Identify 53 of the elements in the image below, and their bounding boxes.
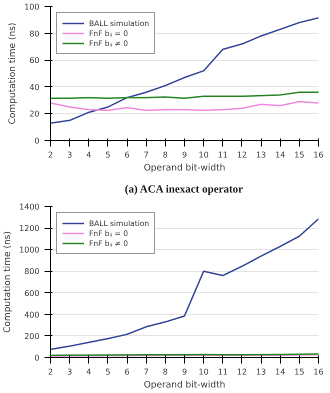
x-tick-label: 15 (294, 368, 304, 376)
line-series (50, 218, 318, 350)
x-tick-label: 15 (294, 150, 304, 160)
y-tick-label: 1200 (19, 224, 40, 234)
x-tick-label: 11 (218, 150, 228, 160)
x-tick-label: 7 (144, 150, 149, 160)
x-tick-label: 3 (67, 368, 72, 376)
text: (a) ACA inexact operator (124, 184, 244, 196)
y-axis-title: Computation time (ns) (8, 22, 18, 124)
x-tick-label: 16 (313, 368, 324, 376)
y-tick-label: 0 (34, 136, 40, 146)
line-series (50, 100, 318, 112)
y-tick-label: 800 (24, 267, 40, 276)
x-tick-label: 14 (275, 150, 286, 160)
x-tick-label: 14 (275, 368, 286, 376)
x-tick-label: 12 (236, 150, 248, 160)
x-tick-label: 7 (144, 368, 149, 376)
x-tick-label: 4 (86, 150, 92, 160)
x-tick-label: 10 (198, 150, 209, 160)
x-tick-label: 6 (124, 150, 130, 160)
x-tick-label: 3 (67, 150, 72, 160)
y-tick-label: 400 (24, 310, 40, 320)
y-tick-label: 1400 (19, 202, 40, 212)
y-tick-label: 20 (29, 110, 40, 119)
x-tick-label: 2 (48, 150, 54, 160)
y-tick-label: 600 (24, 288, 40, 298)
x-tick-label: 4 (86, 368, 92, 376)
x-tick-label: 16 (313, 150, 324, 160)
x-axis-title: Operand bit-width (144, 164, 226, 174)
y-tick-label: 0 (34, 354, 40, 362)
x-tick-label: 8 (162, 368, 168, 376)
y-tick-label: 1000 (19, 246, 40, 255)
x-axis-title: Operand bit-width (144, 380, 226, 390)
x-tick-label: 2 (48, 368, 54, 376)
y-tick-label: 100 (24, 2, 40, 12)
x-tick-label: 8 (162, 150, 168, 160)
y-tick-label: 40 (29, 82, 40, 92)
y-tick-label: 60 (29, 56, 40, 66)
x-tick-label: 6 (124, 368, 130, 376)
y-tick-label: 80 (29, 29, 40, 38)
x-tick-label: 11 (218, 368, 228, 376)
x-tick-label: 5 (105, 368, 110, 376)
line-series (50, 17, 318, 124)
y-axis-title: Computation time (ns) (3, 231, 14, 333)
x-tick-label: 10 (198, 368, 209, 376)
y-tick-label: 200 (24, 332, 40, 341)
x-tick-label: 5 (105, 150, 110, 160)
x-tick-label: 13 (256, 150, 266, 160)
x-tick-label: 9 (182, 368, 188, 376)
x-tick-label: 13 (256, 368, 266, 376)
x-tick-label: 12 (236, 368, 248, 376)
x-tick-label: 9 (182, 150, 188, 160)
line-series (50, 92, 318, 100)
